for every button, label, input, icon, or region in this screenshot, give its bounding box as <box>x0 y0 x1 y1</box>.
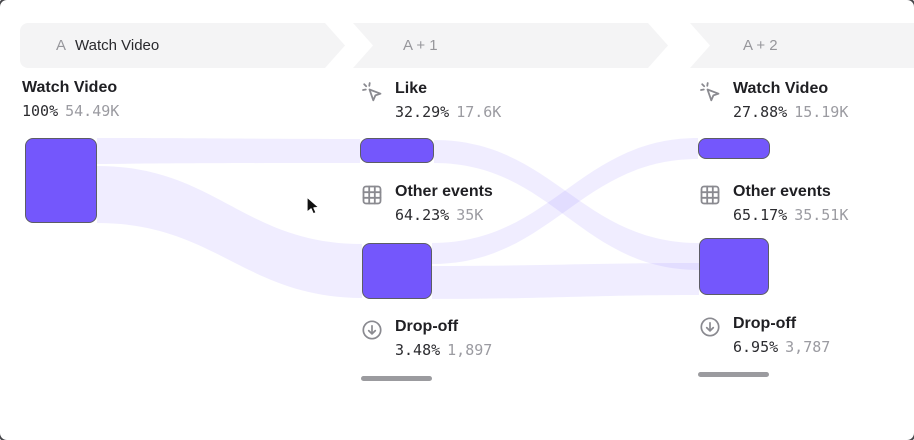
drop-off-icon <box>360 318 384 342</box>
node-label-like[interactable]: Like 32.29% 17.6K <box>360 79 501 122</box>
node-percent: 32.29% <box>395 103 450 121</box>
node-name: Like <box>395 80 428 97</box>
flow-otherevents-to-otherevents[interactable] <box>432 263 699 299</box>
window-corner <box>0 0 8 8</box>
mouse-cursor <box>306 196 321 222</box>
flow-otherevents-to-watchvideo[interactable] <box>432 138 698 264</box>
node-label-watchvideo-a2[interactable]: Watch Video 27.88% 15.19K <box>698 79 848 122</box>
node-stats: 100% 54.49K <box>22 101 119 121</box>
node-percent: 100% <box>22 102 59 120</box>
node-stats: 6.95% 3,787 <box>733 337 830 357</box>
step-badge: A <box>56 37 67 54</box>
node-name: Watch Video <box>22 79 118 96</box>
node-name: Watch Video <box>733 80 829 97</box>
step-label: A + 1 <box>403 37 438 54</box>
node-label-otherevents-a2[interactable]: Other events 65.17% 35.51K <box>698 182 848 225</box>
node-percent: 27.88% <box>733 103 788 121</box>
node-count: 35.51K <box>794 206 849 224</box>
step-label: Watch Video <box>75 37 160 54</box>
node-label-otherevents-a1[interactable]: Other events 64.23% 35K <box>360 182 493 225</box>
node-stats: 32.29% 17.6K <box>395 102 501 122</box>
node-name: Drop-off <box>395 318 459 335</box>
window-corner <box>0 432 8 440</box>
step-header-a[interactable]: A Watch Video <box>20 23 345 68</box>
node-name: Other events <box>733 183 831 200</box>
step-label: A + 2 <box>743 37 778 54</box>
click-icon <box>698 80 722 104</box>
dropoff-bar-a2[interactable] <box>698 372 769 377</box>
grid-icon <box>698 183 722 207</box>
node-block-otherevents-a1[interactable] <box>362 243 432 299</box>
node-count: 35K <box>456 206 484 224</box>
node-count: 15.19K <box>794 103 849 121</box>
node-name: Drop-off <box>733 315 797 332</box>
node-label-dropoff-a1[interactable]: Drop-off 3.48% 1,897 <box>360 317 492 360</box>
node-name: Other events <box>395 183 493 200</box>
flow-watchvideo-to-like[interactable] <box>97 138 360 164</box>
click-icon <box>360 80 384 104</box>
grid-icon <box>360 183 384 207</box>
node-stats: 64.23% 35K <box>395 205 493 225</box>
flow-watchvideo-to-otherevents[interactable] <box>97 166 362 298</box>
node-block-watchvideo-a2[interactable] <box>698 138 770 159</box>
node-count: 3,787 <box>785 338 831 356</box>
node-percent: 65.17% <box>733 206 788 224</box>
step-header-a-plus-1[interactable]: A + 1 <box>353 23 668 68</box>
window-corner <box>906 432 914 440</box>
node-percent: 3.48% <box>395 341 441 359</box>
node-stats: 65.17% 35.51K <box>733 205 848 225</box>
drop-off-icon <box>698 315 722 339</box>
node-percent: 6.95% <box>733 338 779 356</box>
node-percent: 64.23% <box>395 206 450 224</box>
node-block-watchvideo-a[interactable] <box>25 138 97 223</box>
flow-like-to-otherevents[interactable] <box>434 140 699 270</box>
node-block-like[interactable] <box>360 138 434 163</box>
step-header-a-plus-2[interactable]: A + 2 <box>690 23 914 68</box>
node-block-otherevents-a2[interactable] <box>699 238 769 295</box>
node-label-dropoff-a2[interactable]: Drop-off 6.95% 3,787 <box>698 314 830 357</box>
window-corner <box>906 0 914 8</box>
node-stats: 27.88% 15.19K <box>733 102 848 122</box>
node-stats: 3.48% 1,897 <box>395 340 492 360</box>
node-count: 1,897 <box>447 341 493 359</box>
node-count: 54.49K <box>65 102 120 120</box>
node-count: 17.6K <box>456 103 502 121</box>
dropoff-bar-a1[interactable] <box>361 376 432 381</box>
node-label-watchvideo-a[interactable]: Watch Video 100% 54.49K <box>22 78 119 121</box>
